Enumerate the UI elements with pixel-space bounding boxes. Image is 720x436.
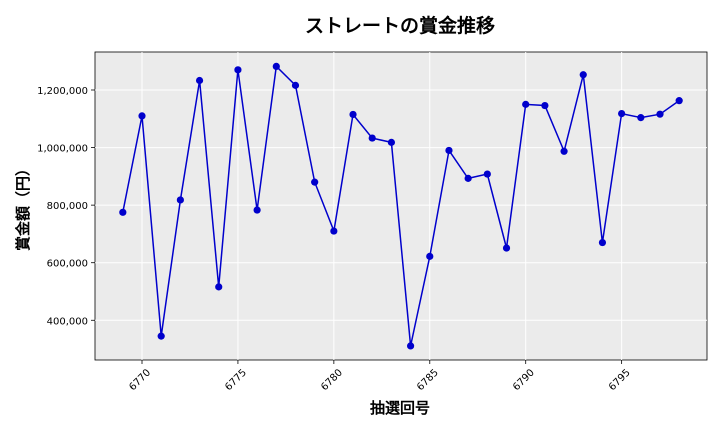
x-axis-label: 抽選回号 xyxy=(370,399,430,417)
data-point xyxy=(387,138,396,146)
x-tick-label: 6770 xyxy=(127,367,153,393)
data-point xyxy=(253,206,261,214)
data-point xyxy=(598,238,607,247)
data-point xyxy=(483,170,491,178)
data-point xyxy=(311,178,319,186)
data-point xyxy=(464,174,472,182)
y-axis: 400,000 600,000 800,000 1,000,000 1,200,000 xyxy=(37,86,95,327)
y-tick-label: 600,000 xyxy=(47,259,88,270)
chart-title: ストレートの賞金推移 xyxy=(305,14,495,37)
data-point xyxy=(522,100,530,108)
data-point xyxy=(637,114,645,122)
data-point xyxy=(119,208,127,216)
y-tick-label: 400,000 xyxy=(47,316,88,327)
data-point xyxy=(426,252,434,260)
series-layer xyxy=(119,62,683,350)
y-tick-label: 1,000,000 xyxy=(37,144,88,155)
y-tick-label: 800,000 xyxy=(47,201,88,212)
x-tick-label: 6790 xyxy=(511,367,537,393)
data-point xyxy=(272,62,280,70)
data-point xyxy=(656,110,664,118)
x-tick-label: 6795 xyxy=(607,367,633,393)
data-point xyxy=(618,110,626,118)
data-point xyxy=(445,146,453,155)
data-point xyxy=(195,76,204,85)
series-line xyxy=(122,64,680,347)
y-axis-label: 賞金額（円） xyxy=(14,161,32,251)
x-tick-label: 6775 xyxy=(223,367,249,393)
data-point xyxy=(234,66,242,74)
data-point xyxy=(330,227,338,235)
data-point xyxy=(502,244,511,252)
data-point xyxy=(291,81,300,89)
x-tick-label: 6785 xyxy=(415,367,441,393)
data-point xyxy=(176,196,184,204)
data-point xyxy=(138,112,146,120)
data-point xyxy=(157,332,165,340)
data-point xyxy=(406,342,415,350)
data-point xyxy=(675,97,683,105)
data-point xyxy=(541,101,549,110)
y-tick-label: 1,200,000 xyxy=(37,86,88,97)
data-point xyxy=(560,147,568,155)
data-point xyxy=(349,110,357,119)
x-axis: 6770 6775 6780 6785 6790 6795 xyxy=(127,360,633,393)
x-tick-label: 6780 xyxy=(319,367,345,393)
plot-area xyxy=(94,51,708,361)
data-point xyxy=(368,134,376,142)
data-point xyxy=(215,283,223,291)
grid-lines xyxy=(95,52,707,360)
data-point xyxy=(579,71,587,79)
